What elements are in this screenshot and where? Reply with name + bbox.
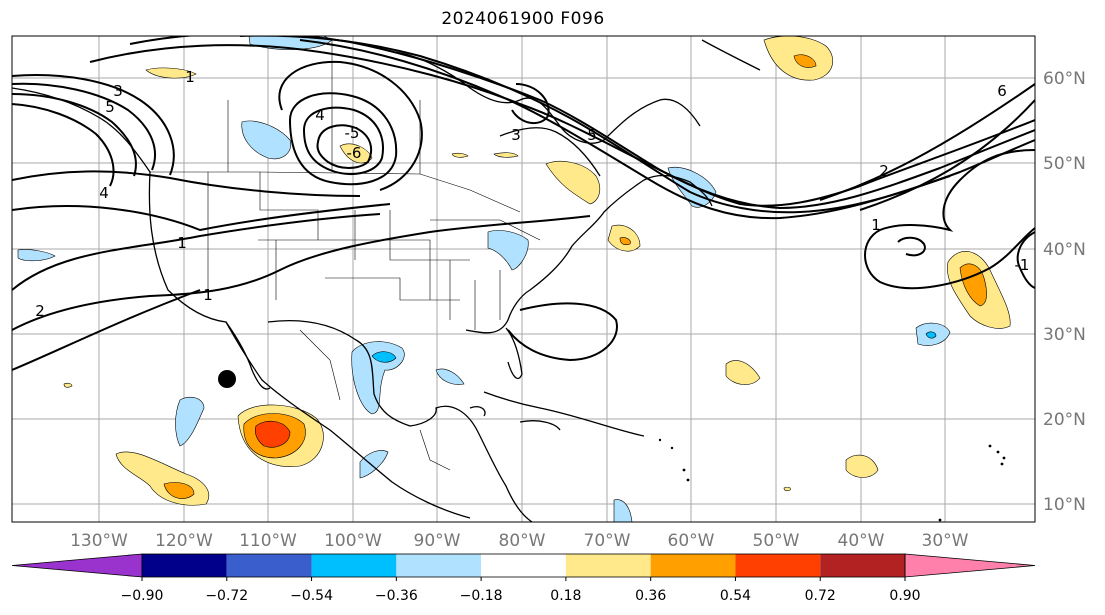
negative-anomaly	[487, 230, 529, 271]
negative-anomaly	[925, 331, 937, 339]
negative-anomaly	[17, 249, 56, 262]
longitude-label: 50°W	[753, 531, 800, 551]
contour-label: 1	[185, 68, 195, 86]
colorbar-tick-label: −0.54	[290, 588, 333, 604]
latitude-label: 60°N	[1043, 69, 1086, 89]
negative-anomaly	[241, 120, 292, 160]
political-boundaries	[150, 40, 541, 471]
contour-label: 1	[203, 286, 213, 304]
colorbar-outline	[141, 553, 906, 578]
colorbar-segment	[396, 554, 482, 577]
longitude-label: 30°W	[922, 531, 969, 551]
colorbar-segment	[142, 554, 227, 577]
positive-anomaly	[163, 482, 195, 499]
negative-anomaly	[359, 450, 389, 479]
longitude-labels: 130°W 120°W 110°W 100°W 90°W 80°W 70°W 60°W 50°W…	[70, 531, 969, 551]
colorbar-tick-label: −0.36	[375, 588, 418, 604]
colorbar-tick-label: 0.72	[805, 588, 836, 604]
positive-anomaly	[793, 54, 817, 68]
contour-label: 2	[35, 302, 45, 320]
contour-label: 1	[177, 234, 187, 252]
positive-anomaly	[783, 486, 791, 492]
map-frame	[11, 35, 1036, 523]
contour-label-group: 3 5 4 1 4 -5 -6 3 5 6 2 1 1 2 1 -1	[35, 68, 1029, 320]
negative-anomaly	[175, 396, 205, 447]
positive-anomaly	[254, 420, 291, 448]
colorbar-tick-label: −0.90	[121, 588, 164, 604]
contour-label: 5	[105, 98, 115, 116]
colorbar-segment	[650, 554, 736, 577]
longitude-label: 80°W	[499, 531, 546, 551]
contour-label: -5	[345, 124, 360, 142]
longitude-label: 120°W	[155, 531, 213, 551]
contour-label: -6	[347, 144, 362, 162]
contour-label: 6	[997, 82, 1007, 100]
colorbar	[11, 553, 1036, 578]
colorbar-segment	[226, 554, 312, 577]
contour-label: -1	[1015, 256, 1030, 274]
positive-anomaly	[339, 143, 373, 164]
longitude-label: 90°W	[414, 531, 461, 551]
positive-anomaly	[115, 451, 210, 506]
latitude-label: 30°N	[1043, 325, 1086, 345]
latitude-labels: 60°N 50°N 40°N 30°N 20°N 10°N	[1043, 69, 1086, 515]
coastlines	[12, 39, 761, 522]
positive-anomaly	[619, 237, 631, 246]
colorbar-tick-label: 0.90	[889, 588, 920, 604]
contour-label: 1	[871, 216, 881, 234]
latitude-label: 10°N	[1043, 495, 1086, 515]
colorbar-segment	[820, 554, 905, 577]
longitude-label: 130°W	[70, 531, 128, 551]
colorbar-segment	[481, 554, 566, 577]
longitude-label: 110°W	[239, 531, 297, 551]
colorbar-segment	[311, 554, 397, 577]
colorbar-labels: −0.90 −0.72 −0.54 −0.36 −0.18 0.18 0.36 0.54 0.7…	[121, 577, 921, 604]
positive-anomaly	[451, 152, 469, 158]
latitude-label: 40°N	[1043, 240, 1086, 260]
contour-label: 3	[511, 126, 521, 144]
colorbar-tick-label: 0.36	[635, 588, 666, 604]
longitude-label: 100°W	[324, 531, 382, 551]
colorbar-tick-label: 0.54	[720, 588, 751, 604]
positive-anomaly	[145, 67, 197, 79]
colorbar-tick-label: −0.72	[205, 588, 248, 604]
colorbar-tick-label: 0.18	[550, 588, 581, 604]
height-contours	[12, 36, 1035, 371]
positive-anomaly	[493, 152, 519, 158]
positive-anomaly	[725, 360, 761, 385]
contour-label: 5	[587, 126, 597, 144]
longitude-label: 60°W	[668, 531, 715, 551]
storm-position-marker	[218, 370, 236, 388]
colorbar-extend-high	[904, 553, 1036, 578]
latitude-label: 50°N	[1043, 154, 1086, 174]
negative-anomaly	[613, 499, 633, 522]
small-islands	[658, 438, 1006, 522]
colorbar-extend-low	[11, 553, 143, 578]
negative-anomaly	[371, 351, 397, 363]
map-title: 2024061900 F096	[441, 9, 605, 29]
colorbar-segment	[735, 554, 821, 577]
contour-label: 2	[879, 162, 889, 180]
map-plot-area: 3 5 4 1 4 -5 -6 3 5 6 2 1 1 2 1 -1	[12, 36, 1035, 522]
contour-label: 4	[315, 106, 325, 124]
contour-label: 4	[99, 184, 109, 202]
colorbar-tick-label: −0.18	[460, 588, 503, 604]
gridlines	[12, 36, 1035, 522]
positive-anomaly	[545, 161, 601, 205]
longitude-label: 40°W	[838, 531, 885, 551]
colorbar-segment	[565, 554, 651, 577]
positive-anomaly	[845, 454, 879, 478]
positive-anomaly	[63, 382, 73, 388]
negative-anomaly	[435, 368, 465, 385]
contour-label: 3	[113, 82, 123, 100]
latitude-label: 20°N	[1043, 410, 1086, 430]
positive-anomaly	[959, 263, 987, 307]
longitude-label: 70°W	[584, 531, 631, 551]
